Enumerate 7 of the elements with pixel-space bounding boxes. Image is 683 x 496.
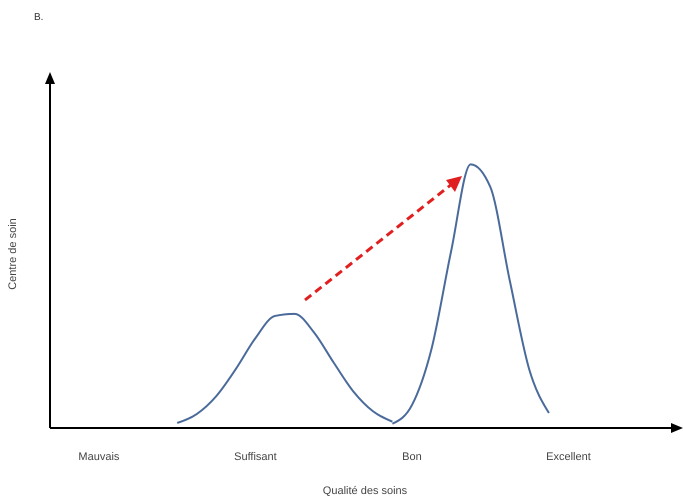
x-tick-label: Excellent bbox=[546, 450, 591, 463]
x-axis-title: Qualité des soins bbox=[322, 485, 408, 496]
x-tick-label: Mauvais bbox=[78, 450, 120, 463]
x-tick-label: Bon bbox=[402, 450, 422, 463]
y-axis-title: Centre de soin bbox=[6, 218, 19, 290]
x-tick-label: Suffisant bbox=[234, 450, 277, 463]
chart-title: B. bbox=[34, 12, 44, 23]
